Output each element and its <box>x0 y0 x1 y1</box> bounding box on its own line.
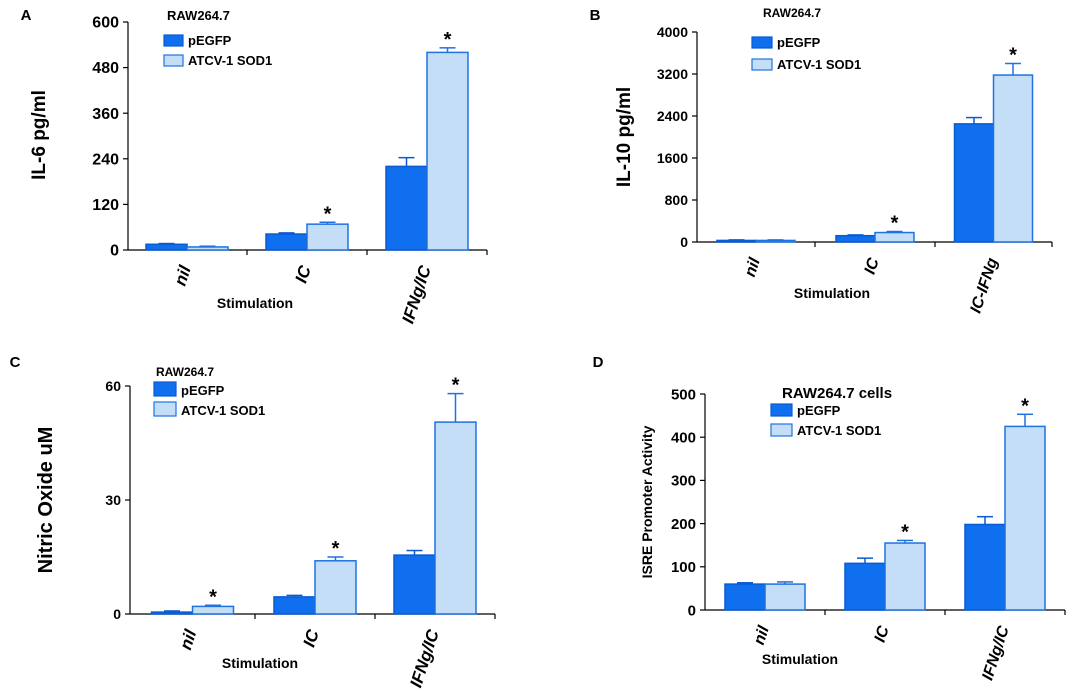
legend-swatch-atcv1-sod1 <box>153 401 177 417</box>
bar-atcv1-sod1-1 <box>314 560 357 615</box>
bar-atcv1-sod1-2 <box>1004 425 1046 611</box>
y-tick-label: 60 <box>105 378 121 394</box>
y-tick-label: 3200 <box>657 66 688 82</box>
y-axis-title: Nitric Oxide uM <box>35 427 57 574</box>
y-tick-label: 0 <box>680 234 688 250</box>
x-axis-title: Stimulation <box>222 655 298 671</box>
y-tick-label: 0 <box>688 602 696 619</box>
panel-label: B <box>590 7 601 24</box>
bar-pegfp-0 <box>150 611 194 615</box>
chart-panel-c: CRAW264.703060*nil*IC*IFNg/ICpEGFPATCV-1… <box>10 354 496 690</box>
chart-title: RAW264.7 <box>167 8 230 23</box>
bar-atcv1-sod1-0 <box>755 239 796 243</box>
y-tick-label: 480 <box>92 60 119 77</box>
y-axis-title: IL-6 pg/ml <box>29 90 50 180</box>
bar-pegfp-2 <box>964 523 1006 611</box>
significance-marker: * <box>1009 45 1017 67</box>
legend-label: pEGFP <box>188 33 232 48</box>
significance-marker: * <box>452 375 460 397</box>
y-tick-label: 120 <box>92 197 119 214</box>
y-tick-label: 300 <box>671 473 696 490</box>
significance-marker: * <box>209 586 217 608</box>
bar-pegfp-0 <box>145 243 188 251</box>
bar-atcv1-sod1-0 <box>764 583 806 611</box>
x-axis-title: Stimulation <box>217 295 293 311</box>
chart-panel-b: B RAW264.708001600240032004000nil*IC*IC-I… <box>590 6 1053 315</box>
y-tick-label: 4000 <box>657 24 688 40</box>
chart-title: RAW264.7 cells <box>782 385 892 402</box>
bar-pegfp-1 <box>273 596 316 615</box>
significance-marker: * <box>332 538 340 560</box>
category-label: IC <box>299 627 323 650</box>
legend-swatch-pegfp <box>751 36 773 49</box>
bar-atcv1-sod1-2 <box>426 51 469 251</box>
chart-title: RAW264.7 <box>763 6 821 20</box>
significance-marker: * <box>901 521 909 543</box>
legend-swatch-atcv1-sod1 <box>751 58 773 71</box>
legend-label: ATCV-1 SOD1 <box>797 423 881 438</box>
bar-pegfp-0 <box>716 239 757 243</box>
y-tick-label: 30 <box>105 492 121 508</box>
x-axis-title: Stimulation <box>762 651 838 667</box>
chart-title: RAW264.7 <box>156 365 214 379</box>
significance-marker: * <box>1021 395 1029 417</box>
significance-marker: * <box>444 29 452 51</box>
bar-atcv1-sod1-2 <box>434 421 477 615</box>
y-axis-title: IL-10 pg/ml <box>614 87 635 187</box>
category-label: IC <box>872 624 893 645</box>
y-tick-label: 600 <box>92 15 119 32</box>
legend-swatch-pegfp <box>153 381 177 397</box>
category-label: nil <box>751 623 773 647</box>
y-tick-label: 400 <box>671 429 696 446</box>
legend-swatch-atcv1-sod1 <box>163 54 184 67</box>
category-label: IC <box>862 256 883 277</box>
bar-pegfp-1 <box>265 233 308 251</box>
bar-atcv1-sod1-2 <box>992 74 1034 243</box>
y-tick-label: 200 <box>671 516 696 533</box>
chart-panel-a: A RAW264.70120240360480600nil*IC*IFNg/ICp… <box>21 7 488 326</box>
y-tick-label: 2400 <box>657 108 688 124</box>
significance-marker: * <box>891 213 899 235</box>
legend-label: pEGFP <box>181 383 225 398</box>
y-tick-label: 100 <box>671 559 696 576</box>
panel-label: C <box>10 354 21 371</box>
bar-atcv1-sod1-0 <box>186 246 229 251</box>
bar-pegfp-1 <box>835 234 876 243</box>
y-tick-label: 240 <box>92 151 119 168</box>
bar-atcv1-sod1-1 <box>306 223 349 251</box>
y-tick-label: 0 <box>113 606 121 622</box>
bar-pegfp-1 <box>844 562 886 611</box>
y-tick-label: 800 <box>665 192 689 208</box>
bar-pegfp-2 <box>953 123 995 243</box>
bar-pegfp-0 <box>724 583 766 611</box>
bar-pegfp-2 <box>385 165 428 251</box>
legend-swatch-pegfp <box>163 34 184 47</box>
legend-label: ATCV-1 SOD1 <box>777 57 861 72</box>
x-axis-title: Stimulation <box>794 285 870 301</box>
y-tick-label: 500 <box>671 386 696 403</box>
panel-label: D <box>593 354 604 371</box>
legend-swatch-pegfp <box>770 403 793 417</box>
legend-swatch-atcv1-sod1 <box>770 423 793 437</box>
y-tick-label: 0 <box>110 243 119 260</box>
significance-marker: * <box>324 203 332 225</box>
legend-label: ATCV-1 SOD1 <box>188 53 272 68</box>
legend-label: pEGFP <box>797 403 841 418</box>
y-tick-label: 1600 <box>657 150 688 166</box>
category-label: nil <box>742 255 764 279</box>
bar-pegfp-2 <box>393 554 436 615</box>
category-label: IC <box>291 263 315 286</box>
panel-label: A <box>21 7 32 24</box>
legend-label: ATCV-1 SOD1 <box>181 403 265 418</box>
legend-label: pEGFP <box>777 35 821 50</box>
y-tick-label: 360 <box>92 106 119 123</box>
bar-atcv1-sod1-1 <box>884 542 926 611</box>
y-axis-title: ISRE Promoter Activity <box>639 425 655 578</box>
